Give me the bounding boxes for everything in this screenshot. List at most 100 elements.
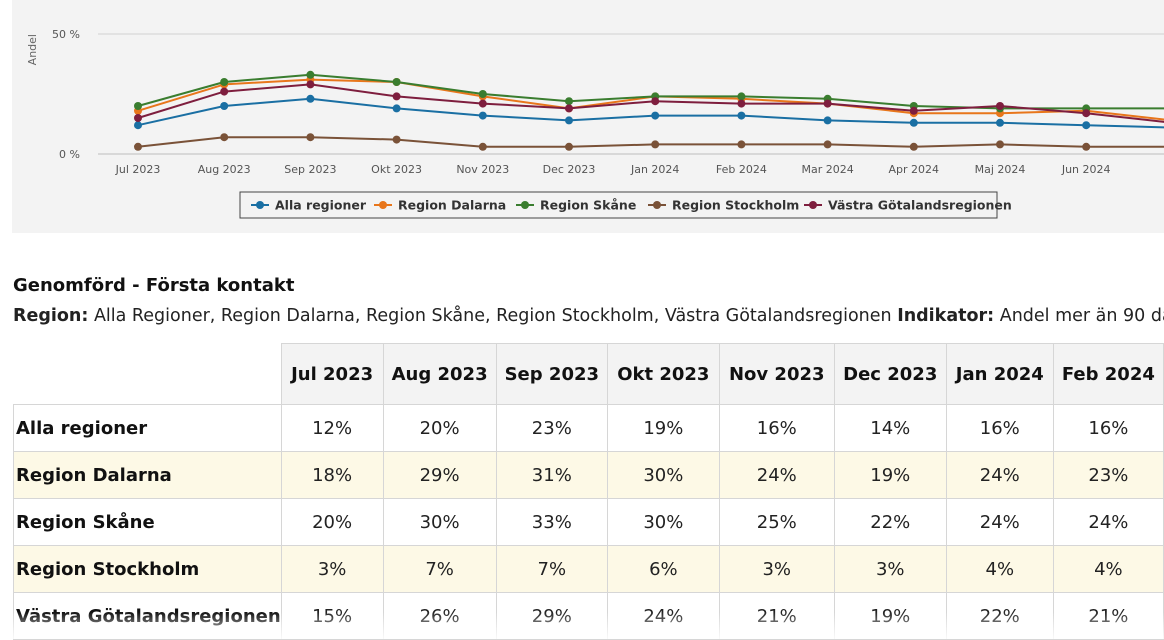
table-cell: 19% bbox=[606, 404, 720, 452]
table-cell: 33% bbox=[495, 498, 608, 546]
table-cell: 24% bbox=[945, 498, 1054, 546]
data-point[interactable] bbox=[737, 140, 746, 149]
y-tick-label: 50 % bbox=[52, 28, 80, 41]
data-point[interactable] bbox=[996, 118, 1004, 127]
data-point[interactable] bbox=[134, 142, 142, 151]
data-point[interactable] bbox=[996, 140, 1004, 149]
data-point[interactable] bbox=[823, 140, 832, 149]
column-header: Feb 2024 bbox=[1052, 343, 1164, 405]
legend-swatch-marker bbox=[809, 201, 817, 209]
legend-swatch-marker bbox=[521, 201, 529, 209]
legend-swatch-marker bbox=[256, 201, 264, 209]
data-point[interactable] bbox=[220, 133, 229, 142]
filter-summary: Region: Alla Regioner, Region Dalarna, R… bbox=[13, 306, 1164, 326]
data-point[interactable] bbox=[1082, 121, 1091, 130]
series-line-3 bbox=[137, 136, 1164, 148]
data-point[interactable] bbox=[220, 102, 229, 110]
x-tick-label: Apr 2024 bbox=[889, 163, 940, 176]
data-point[interactable] bbox=[737, 92, 746, 101]
table-row: Region Stockholm 3% 7% 7% 6% 3% 3% 4% 4% bbox=[13, 545, 1164, 593]
table-cell: 16% bbox=[718, 404, 835, 452]
x-tick-label: Jan 2024 bbox=[630, 163, 679, 176]
table-cell: 30% bbox=[606, 451, 720, 499]
table-cell: 7% bbox=[495, 545, 608, 593]
data-point[interactable] bbox=[1082, 142, 1091, 151]
table-cell: 3% bbox=[833, 545, 947, 593]
data-point[interactable] bbox=[996, 102, 1004, 110]
row-label: Alla regioner bbox=[13, 404, 282, 452]
data-point[interactable] bbox=[565, 97, 573, 106]
x-tick-label: Jul 2023 bbox=[115, 163, 161, 176]
legend-item-label[interactable]: Region Dalarna bbox=[398, 198, 506, 213]
line-chart: Andel 0 % 50 % Jul 2023 Aug 2023 Sep 2023 Okt … bbox=[26, 28, 1164, 219]
x-tick-label: Sep 2023 bbox=[284, 163, 336, 176]
column-header: Sep 2023 bbox=[495, 343, 608, 405]
data-point[interactable] bbox=[306, 70, 315, 79]
data-point[interactable] bbox=[220, 87, 229, 96]
table-cell: 26% bbox=[382, 592, 497, 640]
data-point[interactable] bbox=[823, 116, 832, 125]
data-point[interactable] bbox=[306, 133, 315, 142]
table-corner-cell bbox=[13, 343, 282, 405]
column-header: Nov 2023 bbox=[718, 343, 835, 405]
table-row: Region Skåne 20% 30% 33% 30% 25% 22% 24%… bbox=[13, 498, 1164, 546]
data-point[interactable] bbox=[306, 80, 315, 89]
column-header: Aug 2023 bbox=[382, 343, 497, 405]
data-point[interactable] bbox=[306, 94, 315, 103]
data-point[interactable] bbox=[565, 142, 573, 151]
data-point[interactable] bbox=[478, 111, 487, 120]
indicator-filter-label: Indikator: bbox=[897, 306, 995, 326]
data-point[interactable] bbox=[1082, 109, 1091, 118]
table-header-row: Jul 2023 Aug 2023 Sep 2023 Okt 2023 Nov … bbox=[13, 343, 1164, 405]
indicator-filter-value: Andel mer än 90 daga bbox=[999, 306, 1164, 326]
data-point[interactable] bbox=[651, 111, 660, 120]
column-header: Dec 2023 bbox=[833, 343, 947, 405]
legend-item-label[interactable]: Västra Götalandsregionen bbox=[828, 198, 1012, 213]
table-cell: 4% bbox=[945, 545, 1054, 593]
data-point[interactable] bbox=[909, 142, 918, 151]
data-point[interactable] bbox=[478, 90, 487, 98]
data-point[interactable] bbox=[823, 99, 832, 108]
data-point[interactable] bbox=[134, 114, 142, 122]
table-cell: 12% bbox=[280, 404, 384, 452]
legend-swatch-marker bbox=[379, 201, 387, 209]
table-cell: 19% bbox=[833, 451, 947, 499]
table-cell: 30% bbox=[606, 498, 720, 546]
data-point[interactable] bbox=[651, 140, 660, 149]
table-cell: 18% bbox=[280, 451, 384, 499]
data-point[interactable] bbox=[478, 99, 487, 108]
table-cell: 30% bbox=[382, 498, 497, 546]
data-point[interactable] bbox=[565, 104, 573, 113]
data-point[interactable] bbox=[478, 142, 487, 151]
legend-item-label[interactable]: Alla regioner bbox=[275, 198, 367, 213]
data-point[interactable] bbox=[392, 135, 401, 144]
data-point[interactable] bbox=[737, 111, 746, 120]
table-cell: 19% bbox=[833, 592, 947, 640]
data-point[interactable] bbox=[134, 121, 142, 130]
data-point[interactable] bbox=[134, 102, 142, 110]
table-cell: 22% bbox=[833, 498, 947, 546]
table-row: Västra Götalandsregionen 15% 26% 29% 24%… bbox=[13, 592, 1164, 640]
table-cell: 22% bbox=[945, 592, 1054, 640]
data-point[interactable] bbox=[909, 118, 918, 127]
table-cell: 23% bbox=[1052, 451, 1164, 499]
legend-item-label[interactable]: Region Stockholm bbox=[672, 198, 799, 213]
data-point[interactable] bbox=[392, 92, 401, 101]
legend-item-label[interactable]: Region Skåne bbox=[540, 198, 636, 213]
legend-swatch-marker bbox=[653, 201, 661, 209]
x-tick-label: Nov 2023 bbox=[456, 163, 509, 176]
row-label: Region Stockholm bbox=[13, 545, 282, 593]
data-point[interactable] bbox=[220, 78, 229, 86]
data-point[interactable] bbox=[737, 99, 746, 108]
data-point[interactable] bbox=[392, 104, 401, 113]
data-point[interactable] bbox=[909, 106, 918, 115]
data-point[interactable] bbox=[565, 116, 573, 125]
data-table: Jul 2023 Aug 2023 Sep 2023 Okt 2023 Nov … bbox=[13, 343, 1164, 640]
table-cell: 24% bbox=[1052, 498, 1164, 546]
table-cell: 29% bbox=[495, 592, 608, 640]
data-point[interactable] bbox=[651, 97, 660, 106]
data-point[interactable] bbox=[392, 78, 401, 86]
table-cell: 24% bbox=[718, 451, 835, 499]
table-row: Alla regioner 12% 20% 23% 19% 16% 14% 16… bbox=[13, 404, 1164, 452]
x-tick-label: Dec 2023 bbox=[543, 163, 596, 176]
